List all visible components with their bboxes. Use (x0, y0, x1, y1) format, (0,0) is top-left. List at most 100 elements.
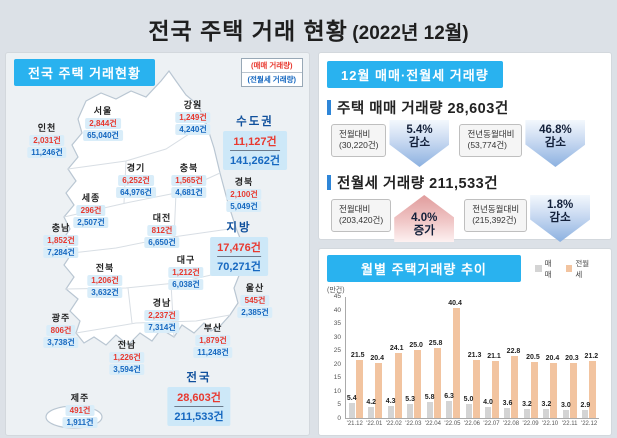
map-region: 경기 6,252건 64,976건 (116, 161, 156, 198)
sale-bar (582, 410, 589, 418)
region-sale-value: 1,206건 (87, 275, 123, 286)
y-tick-label: 45 (333, 293, 341, 300)
map-region: 전남 1,226건 3,594건 (109, 338, 145, 375)
region-name: 인천 (37, 123, 57, 133)
region-rent-value: 4,681건 (171, 187, 207, 198)
chart-column: 2.9 21.2 (580, 297, 599, 418)
map-region: 대전 812건 6,650건 (144, 211, 180, 248)
region-rent-value: 3,594건 (109, 364, 145, 375)
stat-label: 전월대비 (339, 204, 371, 214)
chart-column: 3.2 20.5 (521, 297, 540, 418)
chart-column: 5.8 25.8 (424, 297, 443, 418)
decrease-arrow-icon: 1.8% 감소 (530, 195, 591, 242)
y-tick-label: 30 (333, 333, 341, 341)
chart-panel-header: 월별 주택거래량 추이 (327, 255, 521, 282)
rent-bar-label: 24.1 (389, 344, 404, 352)
region-sale-value: 1,226건 (109, 352, 145, 363)
region-sale-value: 28,603건 (174, 389, 224, 407)
map-legend-sale-label: (매매 거래량) (241, 59, 302, 73)
rent-bar (569, 362, 577, 418)
region-name: 지방 (226, 222, 252, 234)
map-region: 충남 1,852건 7,284건 (43, 221, 79, 258)
rent-bar (453, 308, 461, 418)
sale-bar (562, 409, 569, 418)
map-region-highlight: 지방 17,476건 70,271건 (210, 219, 268, 276)
stat-label-box: 전년동월대비 (215,392건) (464, 199, 528, 232)
region-sale-value: 2,031건 (29, 135, 65, 146)
region-rent-value: 64,976건 (116, 187, 156, 198)
chart-unit-label: (만건) (327, 287, 345, 294)
page-title: 전국 주택 거래 현황 (2022년 12월) (0, 0, 617, 46)
title-accent-bar (327, 100, 331, 115)
rent-bar-label: 21.5 (350, 351, 365, 359)
stat-base-value: (215,392건) (472, 215, 517, 226)
sale-bar-label: 2.9 (580, 402, 591, 410)
sale-bar (504, 408, 511, 418)
decrease-arrow-icon: 5.4% 감소 (389, 120, 450, 167)
region-rent-value: 5,049건 (226, 201, 262, 212)
stat-group-yoy: 전년동월대비 (53,774건) 46.8% 감소 (459, 120, 586, 167)
sale-legend-swatch-icon (534, 265, 542, 272)
y-tick-label: 25 (333, 347, 341, 355)
sale-stats-title-text: 주택 매매 거래량 28,603건 (337, 101, 509, 117)
chart-column: 5.0 21.3 (463, 297, 482, 418)
rent-bar (472, 360, 480, 418)
chart-x-axis: '21.12'22.01'22.02'22.03'22.04'22.05'22.… (345, 421, 599, 427)
region-name: 전남 (117, 340, 137, 350)
region-name: 부산 (203, 323, 223, 333)
region-rent-value: 7,314건 (144, 322, 180, 333)
region-name: 경북 (234, 177, 254, 187)
rent-bar (394, 352, 402, 418)
chart-column: 5.4 21.5 (346, 297, 365, 418)
chart-column: 3.6 22.8 (502, 297, 521, 418)
region-sale-value: 812건 (147, 225, 177, 236)
region-name: 서울 (93, 106, 113, 116)
region-name: 광주 (51, 313, 71, 323)
increase-arrow-icon: 4.0% 증가 (394, 195, 455, 242)
sale-bar (407, 403, 414, 418)
chart-column: 4.3 24.1 (385, 297, 404, 418)
region-rent-value: 6,650건 (144, 237, 180, 248)
sale-stats-title: 주택 매매 거래량 28,603건 (327, 97, 603, 118)
legend-item-sale: 매매 (534, 258, 558, 280)
region-rent-value: 4,240건 (175, 124, 211, 135)
x-tick-label: '22.12 (581, 421, 598, 427)
region-rent-value: 11,246건 (27, 147, 67, 158)
map-panel: 전국 주택 거래현황 (매매 거래량) (전월세 거래량) 서울 2,844건 65… (5, 52, 310, 436)
region-name: 대구 (176, 255, 196, 265)
map-region: 경남 2,237건 7,314건 (144, 296, 180, 333)
region-rent-value: 6,038건 (168, 279, 204, 290)
region-rent-value: 2,507건 (73, 217, 109, 228)
legend-label-rent: 전월세 (575, 258, 590, 279)
stat-group-mom: 전월대비 (203,420건) 4.0% 증가 (331, 195, 455, 242)
chart-column: 4.2 20.4 (365, 297, 384, 418)
sale-bar (368, 406, 375, 418)
x-tick-label: '22.03 (405, 421, 422, 427)
sale-bar-label: 3.0 (561, 401, 571, 409)
region-rent-value: 1,911건 (62, 417, 98, 428)
stat-label-box: 전월대비 (203,420건) (331, 199, 392, 232)
stat-base-value: (30,220건) (339, 140, 379, 151)
sale-stats-row: 전월대비 (30,220건) 5.4% 감소 전년동월대비 (53,774건) … (331, 120, 603, 167)
region-values-box: 17,476건 70,271건 (210, 237, 268, 276)
x-tick-label: '21.12 (346, 421, 363, 427)
region-name: 수도권 (236, 116, 274, 128)
sale-bar (446, 400, 453, 418)
region-sale-value: 1,852건 (43, 235, 79, 246)
rent-bar (355, 359, 363, 418)
x-tick-label: '22.11 (561, 421, 578, 427)
y-tick-label: 20 (333, 360, 341, 368)
rent-bar-label: 20.4 (545, 354, 560, 362)
region-sale-value: 11,127건 (230, 133, 280, 151)
sale-bar-label: 5.4 (346, 395, 357, 403)
stat-label-box: 전년동월대비 (53,774건) (459, 124, 523, 157)
map-region: 울산 545건 2,385건 (237, 281, 273, 318)
sale-bar-label: 4.3 (385, 398, 396, 406)
region-name: 강원 (183, 100, 203, 110)
stat-direction: 감소 (544, 137, 566, 150)
y-tick-label: 10 (333, 387, 341, 395)
region-rent-value: 70,271건 (217, 261, 261, 273)
rent-bar-label: 21.2 (584, 352, 599, 360)
sale-stats-section: 주택 매매 거래량 28,603건 전월대비 (30,220건) 5.4% 감소… (327, 97, 603, 167)
map-region: 충북 1,565건 4,681건 (171, 161, 207, 198)
